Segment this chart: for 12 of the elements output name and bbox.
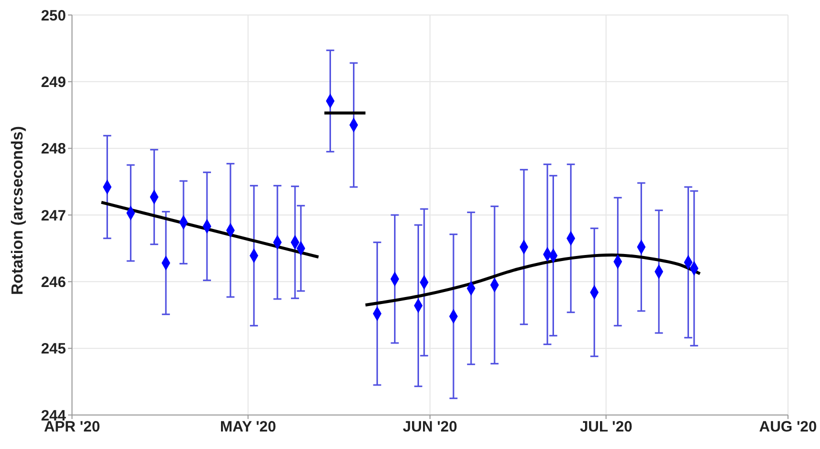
y-tick-label: 249 [40, 74, 66, 91]
x-tick-label: AUG '20 [759, 418, 817, 436]
y-tick-label: 246 [40, 274, 66, 291]
x-tick-label: JUL '20 [580, 418, 632, 436]
y-tick-label: 247 [40, 207, 66, 224]
x-tick-label: JUN '20 [402, 418, 458, 436]
y-tick-label: 250 [40, 7, 66, 24]
line-series [364, 254, 702, 306]
y-tick-label: 245 [40, 340, 66, 358]
y-tick-label: 248 [40, 140, 66, 158]
y-axis-title: Rotation (arcseconds) [10, 126, 27, 295]
x-tick-label: MAY '20 [220, 418, 276, 436]
